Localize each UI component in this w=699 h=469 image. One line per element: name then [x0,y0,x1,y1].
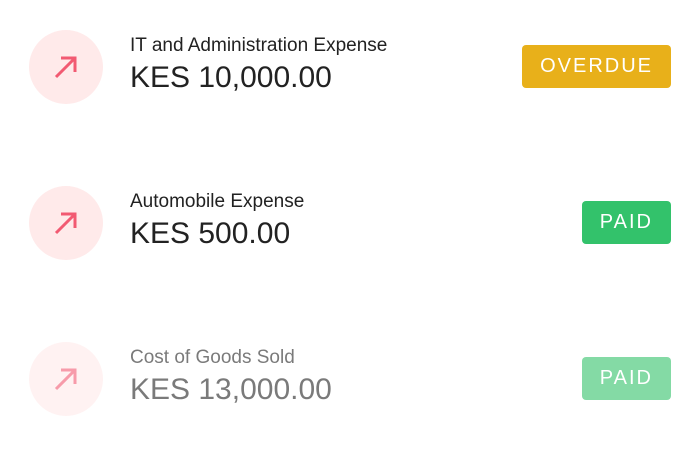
transaction-amount: KES 500.00 [130,217,291,250]
transaction-row[interactable]: Automobile Expense KES 500.00 PAID [0,186,699,313]
arrow-up-right-icon [29,342,103,416]
status-badge: OVERDUE [522,45,671,88]
transaction-row[interactable]: IT and Administration Expense KES 10,000… [0,30,699,157]
arrow-up-right-icon [29,30,103,104]
status-badge: PAID [581,201,671,244]
status-badge: PAID [581,357,671,400]
transaction-amount: KES 10,000.00 [130,61,332,94]
transaction-title: Automobile Expense [130,191,305,212]
transaction-title: IT and Administration Expense [130,35,388,56]
transaction-title: Cost of Goods Sold [130,347,295,368]
transaction-amount: KES 13,000.00 [130,373,332,406]
arrow-up-right-icon [29,186,103,260]
transaction-row[interactable]: Cost of Goods Sold KES 13,000.00 PAID [0,342,699,469]
